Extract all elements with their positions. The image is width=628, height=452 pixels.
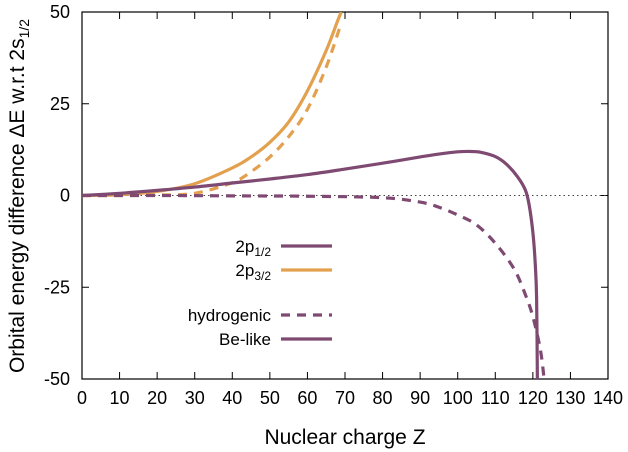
x-tick-label: 20 (147, 388, 167, 408)
x-tick-label: 0 (77, 388, 87, 408)
x-tick-label: 100 (443, 388, 473, 408)
series-line-1 (82, 22, 343, 198)
x-tick-label: 130 (555, 388, 585, 408)
x-tick-label: 70 (335, 388, 355, 408)
series-line-2 (82, 149, 539, 379)
series-line-3 (82, 193, 546, 379)
legend-label: 2p1/2 (235, 237, 271, 259)
y-axis-title-base: Orbital energy difference ΔE w.r.t 2s (6, 38, 29, 373)
y-tick-label: 0 (60, 186, 70, 206)
y-axis-title-subscript: 1/2 (16, 19, 32, 39)
series-line-0 (82, 12, 343, 198)
y-axis-title: Orbital energy difference ΔE w.r.t 2s1/2 (6, 19, 32, 373)
legend-label-subscript: 1/2 (254, 245, 271, 259)
x-tick-label: 80 (373, 388, 393, 408)
legend-label: Be-like (219, 330, 271, 349)
ticks-layer: 0 10 20 30 40 50 60 70 80 90 100 110 120 130 14050250-… (44, 2, 623, 408)
legend-label-subscript: 3/2 (254, 269, 271, 283)
series-layer (82, 12, 546, 379)
x-tick-label: 40 (222, 388, 242, 408)
x-tick-label: 140 (593, 388, 623, 408)
x-tick-label: 110 (481, 388, 510, 408)
legend-label: 2p3/2 (235, 261, 271, 283)
y-tick-label: -50 (44, 369, 70, 389)
y-tick-label: 50 (50, 2, 70, 22)
legend-label-base: 2p (235, 237, 254, 256)
x-tick-label: 50 (260, 388, 280, 408)
x-tick-label: 30 (185, 388, 205, 408)
x-tick-label: 90 (410, 388, 430, 408)
y-tick-label: -25 (44, 277, 70, 297)
legend-label-base: 2p (235, 261, 254, 280)
x-tick-label: 60 (297, 388, 317, 408)
x-tick-label: 120 (518, 388, 548, 408)
x-axis-title: Nuclear charge Z (264, 426, 425, 449)
legend-label: hydrogenic (188, 306, 272, 325)
y-tick-label: 25 (50, 94, 70, 114)
x-tick-label: 10 (110, 388, 130, 408)
